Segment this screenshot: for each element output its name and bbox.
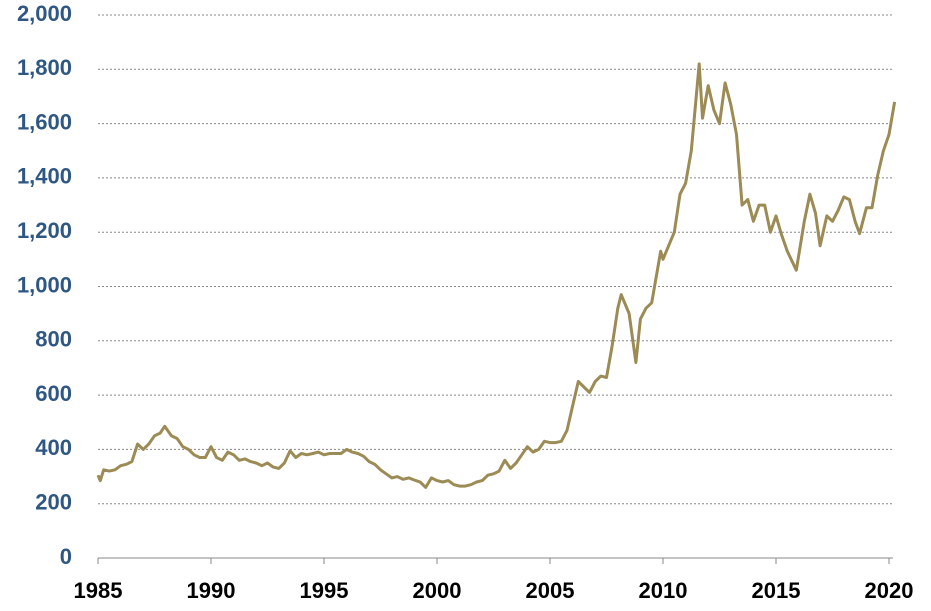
y-tick-label: 1,600 <box>17 109 72 134</box>
y-tick-label: 1,400 <box>17 164 72 189</box>
x-tick-label: 2000 <box>413 578 462 603</box>
y-tick-label: 400 <box>35 435 72 460</box>
price-line <box>96 62 897 489</box>
y-tick-label: 0 <box>60 544 72 569</box>
x-tick-label: 1990 <box>187 578 236 603</box>
x-tick-label: 2020 <box>865 578 914 603</box>
x-tick-label: 1995 <box>300 578 349 603</box>
y-tick-label: 800 <box>35 327 72 352</box>
x-tick-label: 2015 <box>752 578 801 603</box>
y-tick-label: 200 <box>35 490 72 515</box>
x-tick-label: 2005 <box>526 578 575 603</box>
x-tick-label: 2010 <box>639 578 688 603</box>
y-tick-label: 2,000 <box>17 1 72 26</box>
y-tick-label: 600 <box>35 381 72 406</box>
x-tick-label: 1985 <box>74 578 123 603</box>
y-tick-label: 1,200 <box>17 218 72 243</box>
y-tick-label: 1,000 <box>17 272 72 297</box>
y-tick-label: 1,800 <box>17 55 72 80</box>
